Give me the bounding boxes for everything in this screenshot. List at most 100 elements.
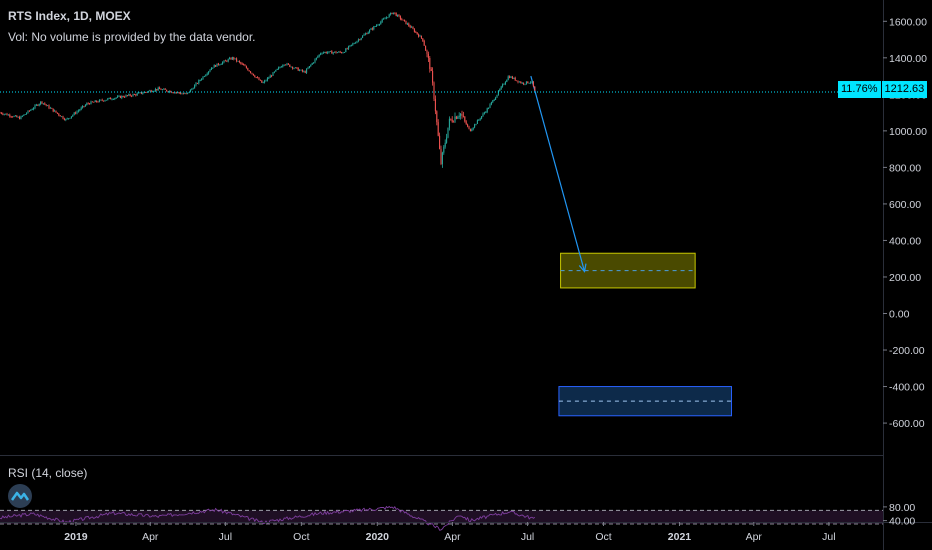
candle-body xyxy=(293,68,295,69)
candle-body xyxy=(93,101,95,103)
candle-body xyxy=(378,24,380,25)
candle-body xyxy=(34,105,36,109)
candle-body xyxy=(321,53,323,55)
candle-body xyxy=(485,112,487,113)
candle-body xyxy=(83,105,85,107)
candle-body xyxy=(478,119,480,121)
candle-body xyxy=(451,119,453,122)
candle-body xyxy=(129,94,131,96)
candle-body xyxy=(184,93,186,95)
target-zone-blue[interactable] xyxy=(558,386,732,417)
candles-layer xyxy=(0,12,536,168)
price-axis-label: 0.00 xyxy=(889,309,910,321)
candle-body xyxy=(14,115,16,117)
price-axis-label: 800.00 xyxy=(889,162,921,174)
candle-body xyxy=(265,80,267,82)
candle-body xyxy=(513,77,515,79)
tradingview-logo-icon xyxy=(8,484,32,508)
candle-body xyxy=(121,96,123,98)
candle-body xyxy=(250,71,252,73)
candle-body xyxy=(96,100,98,102)
candle-body xyxy=(212,67,214,69)
candle-body xyxy=(166,89,168,92)
candle-body xyxy=(348,46,350,49)
candle-body xyxy=(502,84,504,87)
price-axis-label: -600.00 xyxy=(889,418,925,430)
forecast-arrow[interactable] xyxy=(530,75,586,272)
candle-body xyxy=(119,95,121,98)
candle-body xyxy=(97,101,99,103)
candle-body xyxy=(385,17,387,19)
candle-body xyxy=(327,52,329,54)
candle-body xyxy=(408,23,410,26)
candle-body xyxy=(506,79,508,83)
candle-body xyxy=(196,83,198,84)
candle-body xyxy=(493,99,495,101)
candle-body xyxy=(243,64,245,66)
candle-body xyxy=(297,67,299,71)
candle-body xyxy=(89,103,91,105)
candle-body xyxy=(437,122,439,136)
drawings-layer[interactable] xyxy=(530,75,732,417)
candle-body xyxy=(420,35,422,39)
candle-body xyxy=(373,26,375,30)
candle-body xyxy=(283,64,285,66)
candle-body xyxy=(499,89,501,91)
candle-body xyxy=(282,65,284,67)
candle-body xyxy=(467,124,469,127)
candle-body xyxy=(80,107,82,110)
candle-body xyxy=(61,116,63,118)
candle-body xyxy=(318,54,320,57)
candle-body xyxy=(133,94,135,96)
price-change-percent: 11.76% xyxy=(838,81,882,98)
candle-body xyxy=(496,94,498,98)
candle-body xyxy=(325,52,327,54)
candle-body xyxy=(462,115,464,117)
candle-body xyxy=(454,116,456,122)
candle-body xyxy=(342,52,344,54)
rsi-pane[interactable] xyxy=(0,505,883,531)
candle-body xyxy=(458,115,460,117)
candle-body xyxy=(416,32,418,35)
candle-body xyxy=(59,115,61,117)
candle-body xyxy=(497,90,499,95)
candle-body xyxy=(40,101,42,104)
candle-body xyxy=(531,81,533,83)
candle-body xyxy=(511,76,513,79)
candle-body xyxy=(2,113,4,115)
candle-body xyxy=(516,80,518,82)
candle-body xyxy=(286,63,288,65)
candle-body xyxy=(101,99,103,101)
candle-body xyxy=(209,69,211,72)
candle-body xyxy=(345,48,347,53)
candle-body xyxy=(356,41,358,43)
candle-body xyxy=(317,56,319,58)
candle-body xyxy=(448,118,450,128)
candle-body xyxy=(328,51,330,53)
candle-body xyxy=(98,99,100,102)
candle-body xyxy=(185,93,187,95)
forecast-arrow-head xyxy=(578,263,587,273)
candle-body xyxy=(432,70,434,83)
candle-body xyxy=(87,103,89,105)
candle-body xyxy=(296,67,298,69)
candle-body xyxy=(476,120,478,125)
candle-body xyxy=(174,92,176,94)
candle-body xyxy=(222,62,224,65)
candle-body xyxy=(117,96,119,98)
candle-body xyxy=(275,69,277,72)
time-axis-label: Apr xyxy=(142,531,159,543)
candle-body xyxy=(406,23,408,25)
candle-body xyxy=(247,68,249,71)
candle-body xyxy=(324,52,326,53)
candle-body xyxy=(520,81,522,84)
candle-body xyxy=(273,71,275,73)
candle-body xyxy=(320,53,322,55)
candle-body xyxy=(240,62,242,64)
candle-body xyxy=(464,116,466,122)
candle-body xyxy=(453,121,455,123)
candle-body xyxy=(472,127,474,130)
candle-body xyxy=(398,14,400,17)
